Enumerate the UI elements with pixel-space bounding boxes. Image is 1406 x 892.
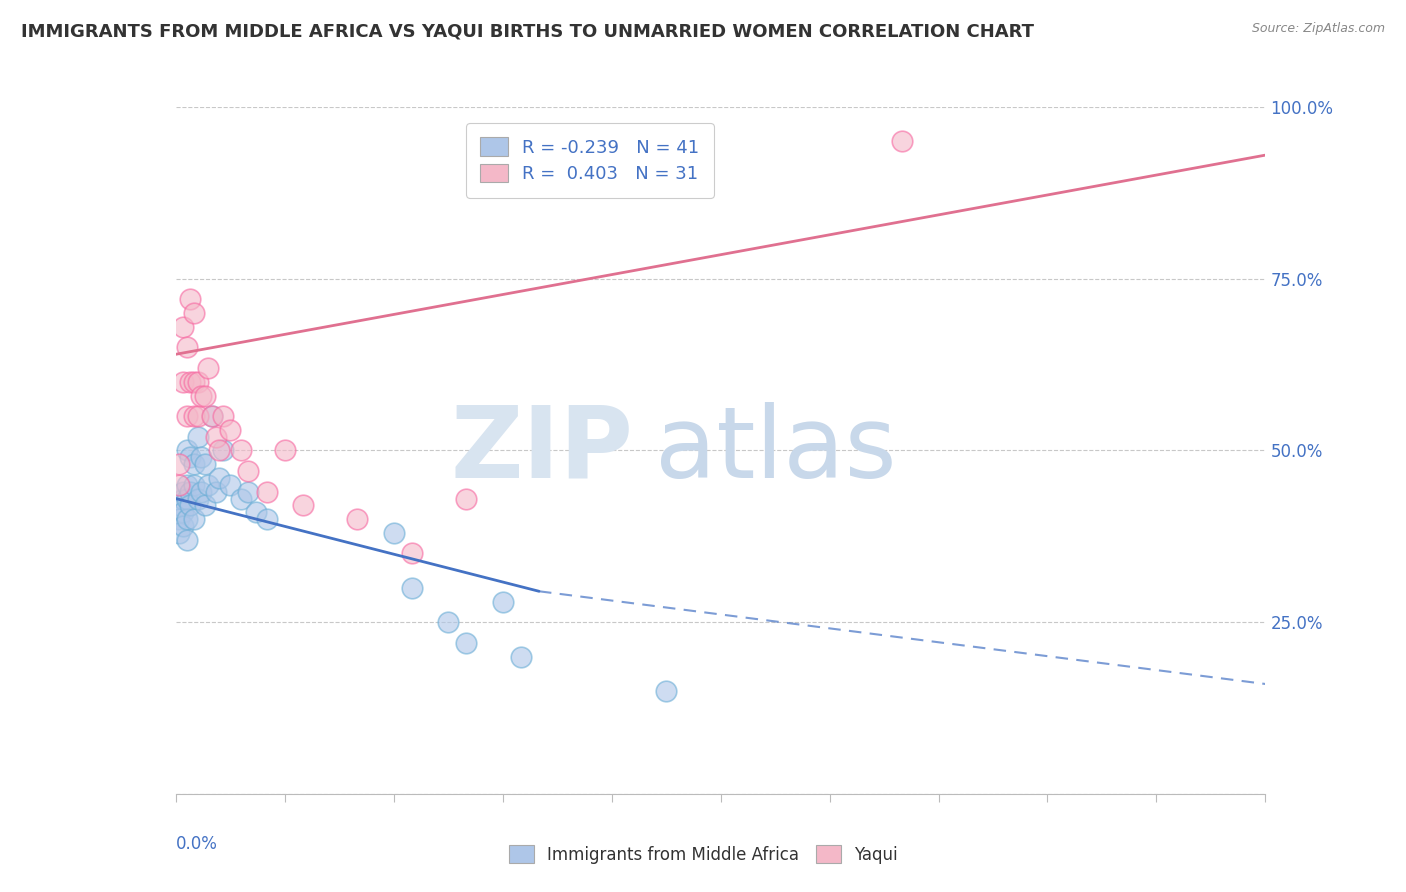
Point: [655, 683, 678, 698]
Point: [219, 423, 242, 437]
Point: [291, 499, 314, 513]
Point: [194, 457, 217, 471]
Point: [172, 505, 194, 519]
Point: [401, 581, 423, 595]
Point: [346, 512, 368, 526]
Point: [274, 443, 297, 458]
Point: [245, 505, 267, 519]
Point: [190, 450, 212, 465]
Point: [456, 491, 478, 506]
Text: atlas: atlas: [655, 402, 897, 499]
Point: [176, 512, 198, 526]
Point: [190, 388, 212, 402]
Point: [219, 478, 242, 492]
Point: [169, 457, 191, 471]
Point: [179, 293, 201, 307]
Point: [176, 340, 198, 354]
Point: [256, 512, 278, 526]
Point: [183, 375, 205, 389]
Point: [382, 525, 405, 540]
Point: [169, 525, 191, 540]
Point: [176, 533, 198, 547]
Point: [172, 519, 194, 533]
Point: [172, 484, 194, 499]
Point: [456, 636, 478, 650]
Point: [172, 319, 194, 334]
Point: [183, 409, 205, 423]
Point: [231, 443, 253, 458]
Point: [673, 155, 696, 169]
Point: [172, 375, 194, 389]
Point: [197, 361, 219, 376]
Point: [891, 134, 914, 148]
Point: [204, 430, 226, 444]
Point: [509, 649, 531, 664]
Point: [176, 478, 198, 492]
Legend: Immigrants from Middle Africa, Yaqui: Immigrants from Middle Africa, Yaqui: [502, 838, 904, 871]
Point: [179, 450, 201, 465]
Point: [186, 430, 209, 444]
Text: IMMIGRANTS FROM MIDDLE AFRICA VS YAQUI BIRTHS TO UNMARRIED WOMEN CORRELATION CHA: IMMIGRANTS FROM MIDDLE AFRICA VS YAQUI B…: [21, 22, 1033, 40]
Point: [169, 512, 191, 526]
Point: [201, 409, 224, 423]
Point: [169, 478, 191, 492]
Point: [190, 484, 212, 499]
Point: [212, 443, 235, 458]
Point: [201, 409, 224, 423]
Point: [183, 306, 205, 320]
Point: [194, 499, 217, 513]
Point: [238, 484, 260, 499]
Legend: R = -0.239   N = 41, R =  0.403   N = 31: R = -0.239 N = 41, R = 0.403 N = 31: [465, 123, 714, 198]
Point: [238, 464, 260, 478]
Point: [437, 615, 460, 630]
Point: [186, 491, 209, 506]
Point: [204, 484, 226, 499]
Point: [183, 512, 205, 526]
Point: [183, 478, 205, 492]
Point: [183, 457, 205, 471]
Point: [231, 491, 253, 506]
Point: [179, 484, 201, 499]
Point: [179, 375, 201, 389]
Point: [208, 443, 231, 458]
Text: ZIP: ZIP: [450, 402, 633, 499]
Text: 0.0%: 0.0%: [176, 835, 218, 853]
Point: [492, 594, 515, 608]
Point: [179, 499, 201, 513]
Point: [401, 546, 423, 561]
Text: Source: ZipAtlas.com: Source: ZipAtlas.com: [1251, 22, 1385, 36]
Point: [176, 491, 198, 506]
Point: [212, 409, 235, 423]
Point: [186, 375, 209, 389]
Point: [176, 443, 198, 458]
Point: [197, 478, 219, 492]
Point: [172, 491, 194, 506]
Point: [186, 409, 209, 423]
Point: [256, 484, 278, 499]
Point: [194, 388, 217, 402]
Point: [169, 499, 191, 513]
Point: [176, 409, 198, 423]
Point: [208, 471, 231, 485]
